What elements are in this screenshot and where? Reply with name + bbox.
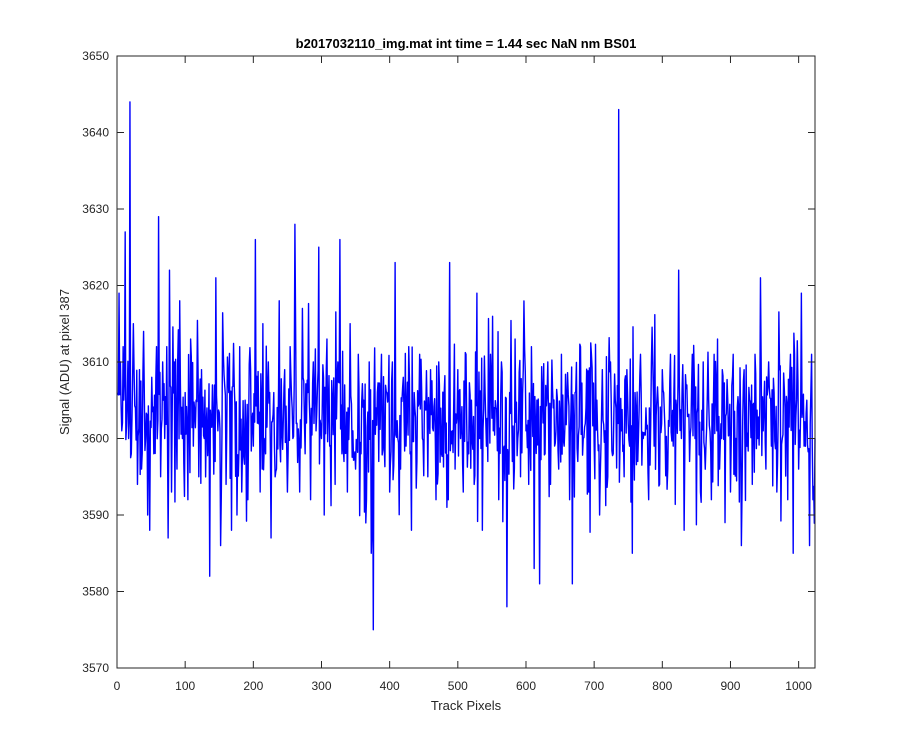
y-tick-label: 3630 [82, 202, 109, 216]
y-tick-label: 3620 [82, 279, 109, 293]
x-tick-label: 700 [584, 679, 604, 693]
x-tick-label: 0 [114, 679, 121, 693]
x-tick-label: 200 [243, 679, 263, 693]
y-tick-label: 3580 [82, 585, 109, 599]
x-axis-ticks: 0 100 200 300 400 500 600 700 800 900 1000 [114, 56, 812, 693]
signal-series-line [117, 101, 816, 631]
x-axis-label: Track Pixels [431, 698, 502, 713]
y-tick-label: 3570 [82, 661, 109, 675]
chart-title: b2017032110_img.mat int time = 1.44 sec … [296, 36, 637, 51]
y-tick-label: 3600 [82, 432, 109, 446]
x-tick-label: 600 [516, 679, 536, 693]
series-layer [117, 101, 816, 631]
x-tick-label: 400 [380, 679, 400, 693]
y-tick-label: 3610 [82, 355, 109, 369]
x-tick-label: 500 [448, 679, 468, 693]
x-tick-label: 300 [311, 679, 331, 693]
y-axis-ticks: 3570 3580 3590 3600 3610 3620 3630 3640 3650 [82, 49, 815, 675]
y-tick-label: 3650 [82, 49, 109, 63]
y-axis-label: Signal (ADU) at pixel 387 [57, 289, 72, 435]
x-tick-label: 800 [652, 679, 672, 693]
x-tick-label: 100 [175, 679, 195, 693]
x-tick-label: 900 [720, 679, 740, 693]
x-tick-label: 1000 [785, 679, 812, 693]
y-tick-label: 3640 [82, 126, 109, 140]
y-tick-label: 3590 [82, 508, 109, 522]
